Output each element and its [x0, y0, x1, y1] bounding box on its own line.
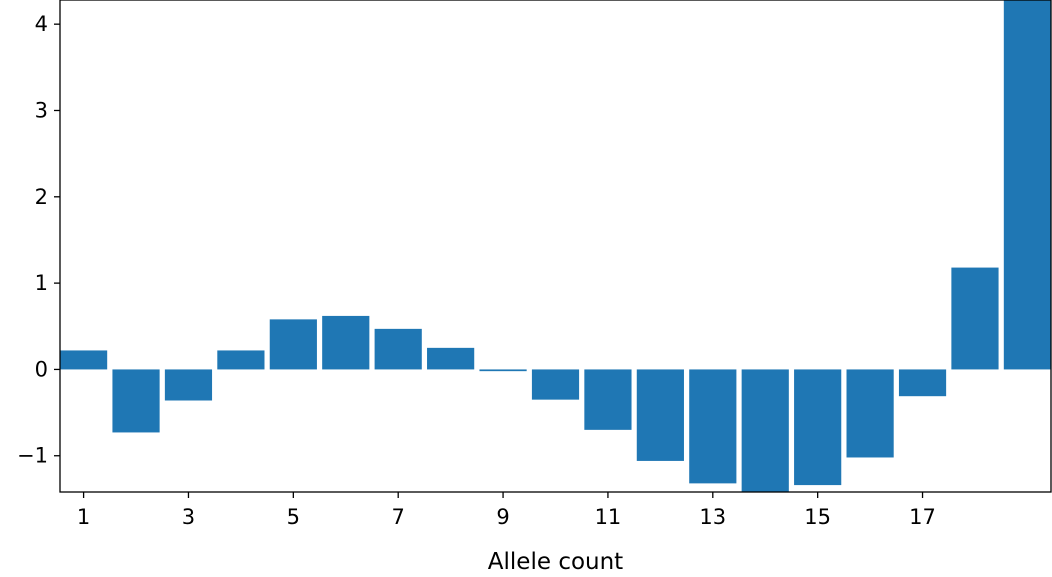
bar	[217, 350, 265, 370]
bar	[846, 369, 894, 458]
bar	[164, 369, 213, 401]
bar	[689, 369, 737, 484]
bar	[322, 315, 370, 370]
x-axis-label: Allele count	[488, 549, 623, 575]
bar	[531, 369, 580, 400]
bar	[374, 328, 422, 370]
y-tick-label: 3	[35, 98, 48, 122]
x-tick-label: 9	[496, 505, 509, 529]
bars-group	[60, 0, 1051, 492]
x-axis: 1 3 5 7 9 11 13 15 17	[77, 492, 936, 529]
y-tick-label: 4	[35, 12, 48, 36]
x-tick-label: 5	[287, 505, 300, 529]
y-tick-label: 2	[35, 185, 48, 209]
x-tick-label: 11	[595, 505, 622, 529]
bar	[427, 347, 475, 370]
x-tick-label: 13	[699, 505, 726, 529]
bar	[1003, 0, 1051, 370]
y-tick-label: −1	[17, 444, 48, 468]
bar	[898, 369, 947, 397]
bar	[479, 369, 527, 372]
bar	[269, 319, 317, 370]
bar	[794, 369, 842, 486]
x-tick-label: 15	[804, 505, 831, 529]
x-tick-label: 17	[909, 505, 936, 529]
bar	[636, 369, 684, 461]
x-tick-label: 1	[77, 505, 90, 529]
bar	[741, 369, 789, 492]
bar	[584, 369, 632, 430]
bar	[112, 369, 160, 433]
plot-frame	[59, 0, 1052, 493]
bar	[60, 350, 108, 370]
bar	[951, 267, 999, 370]
x-tick-label: 3	[182, 505, 195, 529]
y-axis: −1 0 1 2 3 4	[17, 12, 60, 468]
x-tick-label: 7	[392, 505, 405, 529]
y-tick-label: 0	[35, 357, 48, 381]
y-tick-label: 1	[35, 271, 48, 295]
